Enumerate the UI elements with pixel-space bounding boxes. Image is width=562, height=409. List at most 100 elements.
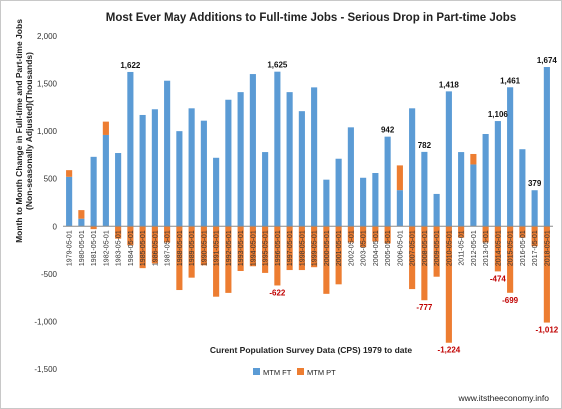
bar-pt	[482, 226, 489, 243]
x-tick-label: 1982-05-01	[103, 230, 110, 266]
bar-ft	[372, 173, 379, 227]
bar-ft	[421, 151, 428, 227]
bar-ft	[531, 190, 538, 227]
legend: MTM FT MTM PT	[253, 368, 336, 377]
bar-pt	[78, 210, 85, 219]
x-tick-label: 2008-05-01	[422, 230, 429, 266]
bar-pt	[102, 121, 109, 135]
bar-ft	[213, 157, 220, 227]
x-tick-label: 1997-05-01	[287, 230, 294, 266]
bar-pt	[335, 226, 342, 285]
bar-ft	[274, 71, 281, 227]
data-label: -699	[502, 296, 519, 305]
bar-ft	[494, 121, 501, 227]
y-tick-label: -500	[41, 270, 58, 279]
data-label: 942	[381, 126, 395, 135]
data-label: 1,418	[439, 80, 460, 89]
bar-ft	[298, 111, 305, 227]
plot-area: -1,500 -1,000 -500 0 500 1,000 1,500 2,000 1979-…	[34, 32, 558, 374]
legend-label: MTM PT	[307, 368, 336, 377]
y-tick-label: 2,000	[37, 32, 58, 41]
bar-pt	[360, 226, 367, 248]
x-tick-label: 1986-05-01	[152, 230, 159, 266]
x-tick-label: 2000-05-01	[324, 230, 331, 266]
bar-pt	[298, 226, 305, 271]
bar-ft	[176, 131, 183, 227]
bar-ft	[225, 99, 232, 227]
bar-ft	[200, 120, 207, 227]
x-tick-label: 2014-05-01	[495, 230, 502, 266]
bar-ft	[262, 152, 269, 227]
x-tick-label: 1992-05-01	[226, 230, 233, 266]
bar-pt	[507, 226, 514, 293]
source-url: www.itstheeconomy.info	[457, 393, 549, 403]
x-tick-label: 2017-05-01	[532, 230, 539, 266]
x-tick-label: 1991-05-01	[214, 230, 221, 266]
bar-ft	[102, 134, 109, 227]
bar-pt	[66, 170, 73, 177]
x-tick-label: 2002-05-01	[348, 230, 355, 266]
x-tick-label: 2010-05-01	[446, 230, 453, 266]
bar-ft	[139, 114, 146, 227]
bar-pt	[458, 226, 465, 238]
bar-pt	[372, 226, 379, 242]
bar-pt	[347, 226, 354, 243]
x-tick-label: 1985-05-01	[140, 230, 147, 266]
bar-pt	[543, 226, 550, 323]
x-tick-label: 2005-05-01	[385, 230, 392, 266]
bar-ft	[433, 193, 440, 227]
data-label: 1,674	[537, 56, 558, 65]
bar-ft	[458, 152, 465, 227]
x-tick-label: 2012-05-01	[471, 230, 478, 266]
bar-pt	[237, 226, 244, 272]
bar-ft	[335, 158, 342, 227]
data-label: 1,622	[120, 61, 141, 70]
x-tick-label: 2004-05-01	[373, 230, 380, 266]
bar-pt	[90, 226, 97, 230]
x-tick-label: 2016-05-01	[520, 230, 527, 266]
x-tick-label: 2015-05-01	[508, 230, 515, 266]
bar-pt	[188, 226, 195, 278]
x-tick-label: 1993-05-01	[238, 230, 245, 266]
x-tick-label: 1998-05-01	[299, 230, 306, 266]
y-tick-label: -1,500	[34, 365, 57, 374]
bar-pt	[213, 226, 220, 297]
bar-ft	[164, 80, 171, 227]
bar-ft	[543, 67, 550, 227]
x-tick-label: 1994-05-01	[250, 230, 257, 266]
x-tick-label: 1979-05-01	[67, 230, 74, 266]
x-tick-label: 1989-05-01	[189, 230, 196, 266]
bar-pt	[421, 226, 428, 301]
data-label: 1,461	[500, 76, 521, 85]
x-tick-label: 1988-05-01	[177, 230, 184, 266]
data-label: -622	[269, 288, 286, 297]
data-label: -1,224	[438, 346, 461, 355]
bar-ft	[507, 87, 514, 227]
bar-ft	[151, 109, 158, 227]
bar-ft	[127, 71, 134, 227]
data-label: 1,625	[267, 61, 288, 70]
y-tick-label: 0	[53, 222, 58, 231]
bar-pt	[176, 226, 183, 291]
y-tick-label: 500	[44, 175, 58, 184]
bar-ft	[249, 74, 256, 227]
bar-pt	[139, 226, 146, 269]
y-tick-label: 1,000	[37, 127, 58, 136]
bar-pt	[311, 226, 318, 268]
data-label: -1,012	[536, 326, 559, 335]
bar-pt	[151, 226, 158, 264]
bar-pt	[323, 226, 330, 294]
bar-ft	[519, 149, 526, 227]
bar-ft	[445, 91, 452, 227]
bar-pt	[445, 226, 452, 343]
data-label: -777	[416, 303, 433, 312]
data-label: 1,106	[488, 110, 509, 119]
legend-swatch	[253, 368, 260, 375]
bar-pt	[519, 226, 526, 238]
bar-ft	[360, 177, 367, 227]
bar-ft	[347, 127, 354, 227]
bar-pt	[225, 226, 232, 293]
bar-pt	[409, 226, 416, 290]
bar-ft	[409, 108, 416, 227]
